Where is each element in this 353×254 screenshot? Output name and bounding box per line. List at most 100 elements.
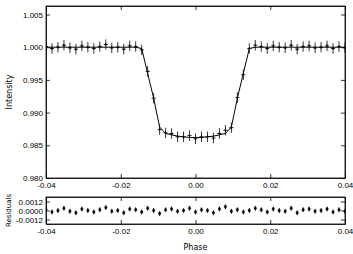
tick-mark (196, 220, 197, 224)
tick-mark (270, 220, 271, 224)
data-point (92, 210, 95, 215)
tick-label: -0.04 (37, 227, 56, 236)
tick-label: 0.0012 (19, 198, 44, 207)
tick-label: 0.0000 (19, 207, 44, 216)
data-point (80, 207, 83, 212)
data-point (116, 208, 119, 213)
tick (341, 145, 345, 146)
data-point (272, 207, 275, 212)
tick (341, 178, 345, 179)
data-point (176, 209, 179, 214)
panel: -0.04-0.020.000.020.040.9800.9850.9900.9… (5, 6, 353, 190)
data (46, 204, 345, 216)
tick (270, 197, 271, 201)
data-point (320, 208, 323, 213)
data-point (158, 211, 161, 216)
tick (341, 113, 345, 114)
model-line (46, 47, 345, 137)
tick (270, 6, 271, 10)
tick-mark (270, 197, 271, 201)
tick-mark (121, 197, 122, 201)
data-point (86, 208, 89, 213)
plot-frame (46, 6, 345, 178)
tick: -0.0012 (16, 216, 50, 225)
axis-line (345, 7, 346, 179)
data-point (128, 207, 131, 212)
y-axis: -0.00120.00000.0012 (16, 198, 50, 225)
axis-line (46, 7, 47, 179)
tick (196, 197, 197, 201)
data-point (211, 137, 215, 140)
axis-line (345, 198, 346, 225)
tick-label: -0.02 (112, 181, 131, 190)
data-point (302, 207, 305, 212)
tick-mark (341, 80, 345, 81)
tick-label: 0.02 (263, 227, 279, 236)
x-axis: -0.04-0.020.000.020.04 (37, 174, 353, 190)
data-point (206, 208, 209, 213)
data-point (254, 206, 257, 211)
tick-mark (46, 15, 50, 16)
data-point (338, 207, 341, 212)
y-axis: 0.9800.9850.9900.9951.0001.005 (23, 7, 50, 184)
data-point (46, 207, 47, 212)
tick-mark (196, 174, 197, 178)
data-point (188, 134, 192, 137)
tick (341, 15, 345, 16)
data-point (296, 210, 299, 215)
tick-mark (46, 80, 50, 81)
tick: 0.0012 (19, 198, 50, 207)
data-point (164, 207, 167, 212)
data-point (212, 210, 215, 215)
data-point (242, 210, 245, 215)
data-point (122, 48, 126, 51)
tick-label: 0.02 (263, 181, 279, 190)
y-axis (341, 7, 346, 179)
tick-label: 0.980 (23, 174, 44, 183)
data-point (57, 208, 60, 213)
tick-label: 0.985 (23, 141, 44, 150)
tick-mark (121, 6, 122, 10)
tick-mark (341, 145, 345, 146)
tick: 0.00 (188, 174, 204, 190)
tick (121, 6, 122, 10)
tick-mark (121, 174, 122, 178)
tick: -0.02 (112, 174, 131, 190)
data-point (182, 208, 185, 213)
data (46, 39, 345, 144)
axis-line (47, 178, 346, 179)
tick (121, 197, 122, 201)
tick-label: 0.995 (23, 76, 44, 85)
tick-mark (341, 178, 345, 179)
tick-mark (46, 178, 50, 179)
y-axis (341, 198, 346, 225)
tick (341, 220, 345, 221)
data-point (260, 207, 263, 212)
tick-label: 0.00 (188, 181, 204, 190)
tick-label: 1.005 (23, 11, 44, 20)
data-point (62, 44, 66, 47)
data-point (290, 206, 293, 211)
x-axis (47, 197, 346, 201)
tick-mark (270, 174, 271, 178)
x-axis: -0.04-0.020.000.020.04 (37, 220, 353, 236)
tick: 0.02 (263, 220, 279, 236)
tick-mark (46, 145, 50, 146)
data-point (98, 207, 101, 212)
figure: -0.04-0.020.000.020.040.9800.9850.9900.9… (0, 0, 353, 254)
y-axis-title: Residuals (5, 194, 13, 228)
y-axis-title: Intensity (5, 74, 14, 109)
tick: 0.985 (23, 141, 50, 150)
tick-label: -0.0012 (16, 216, 44, 225)
tick: 0.980 (23, 174, 50, 183)
tick-mark (341, 113, 345, 114)
data-point (224, 204, 227, 209)
data-point (110, 209, 113, 214)
data-point (278, 208, 281, 213)
tick-label: -0.02 (112, 227, 131, 236)
tick (341, 202, 345, 203)
tick-mark (46, 202, 50, 203)
tick: 0.990 (23, 109, 50, 118)
data-point (236, 207, 239, 212)
data-point (188, 206, 191, 211)
